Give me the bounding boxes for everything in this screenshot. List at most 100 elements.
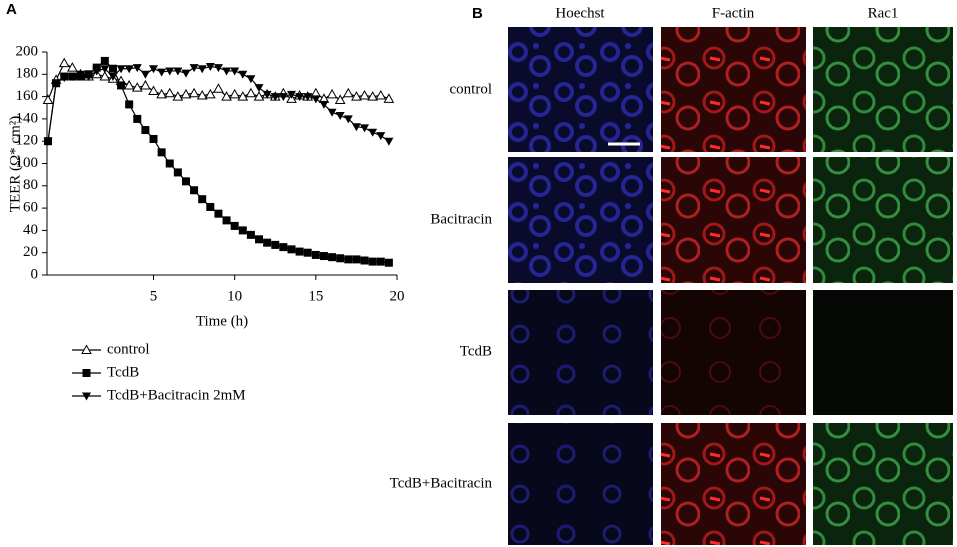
marker [295, 93, 305, 102]
legend-marker [81, 344, 92, 354]
legend-marker [82, 392, 91, 401]
marker [92, 67, 102, 76]
marker [303, 93, 313, 102]
marker [221, 91, 232, 101]
marker [141, 126, 150, 135]
marker [328, 253, 337, 262]
marker [108, 64, 117, 73]
row-label: TcdB [460, 343, 492, 359]
marker [99, 71, 111, 81]
marker [75, 70, 85, 79]
marker [245, 87, 257, 98]
y-axis-title: TEER (Ω* cm²) [7, 116, 23, 212]
marker [344, 255, 353, 264]
marker [197, 65, 207, 74]
image [661, 27, 806, 152]
marker [188, 87, 200, 98]
marker [165, 159, 174, 168]
image [813, 423, 953, 545]
marker [303, 248, 312, 257]
marker [238, 226, 247, 235]
x-tick-label: 15 [308, 288, 323, 304]
column-header: F-actin [712, 5, 755, 21]
marker [148, 85, 159, 96]
marker [254, 84, 264, 93]
marker [84, 73, 94, 82]
marker [181, 69, 191, 78]
marker [108, 73, 118, 82]
marker [190, 186, 199, 195]
image [813, 157, 953, 283]
legend-label: control [107, 341, 150, 357]
marker [140, 79, 151, 90]
y-tick-label: 80 [23, 177, 38, 193]
marker [375, 89, 387, 100]
marker [271, 240, 280, 249]
image [508, 423, 653, 545]
marker [367, 91, 379, 101]
marker [116, 65, 126, 74]
marker [189, 64, 199, 73]
y-tick-label: 140 [16, 110, 39, 126]
marker [311, 95, 321, 104]
legend-label: TcdB+Bacitracin 2mM [107, 387, 246, 403]
marker [132, 64, 142, 73]
marker [279, 243, 288, 252]
image [813, 27, 953, 152]
marker [335, 112, 345, 121]
marker [238, 70, 248, 79]
row-label: control [450, 81, 493, 97]
panel-label: A [6, 1, 17, 18]
marker [198, 195, 207, 204]
marker [383, 93, 395, 103]
marker [295, 247, 304, 256]
marker [352, 255, 361, 264]
marker [246, 230, 255, 239]
marker [204, 88, 216, 99]
marker [100, 56, 109, 65]
row-label: Bacitracin [430, 211, 492, 227]
marker [376, 257, 385, 266]
image [661, 290, 806, 415]
image [813, 290, 953, 415]
marker [51, 79, 61, 88]
y-tick-label: 60 [23, 200, 38, 216]
y-tick-label: 180 [16, 66, 39, 82]
marker [100, 65, 110, 74]
marker [311, 250, 320, 259]
marker [319, 100, 329, 109]
marker [164, 87, 176, 98]
image [661, 423, 806, 545]
marker [263, 238, 272, 247]
marker [342, 87, 354, 98]
marker [336, 254, 345, 263]
marker [58, 57, 70, 68]
marker [196, 89, 208, 100]
column-header: Hoechst [555, 5, 605, 21]
marker [140, 70, 150, 79]
marker [165, 67, 175, 76]
marker [149, 65, 159, 74]
x-tick-label: 5 [150, 288, 158, 304]
x-axis-title: Time (h) [196, 313, 248, 329]
marker [359, 89, 370, 100]
marker [326, 88, 338, 99]
marker [237, 91, 249, 101]
legend-label: TcdB [107, 364, 139, 380]
marker [222, 216, 231, 225]
panel-label: B [472, 5, 483, 22]
marker [213, 83, 224, 93]
x-tick-label: 10 [227, 288, 242, 304]
marker [376, 132, 386, 141]
marker [172, 91, 184, 101]
marker [368, 128, 378, 137]
image [661, 157, 806, 283]
marker [131, 82, 143, 92]
marker [229, 88, 241, 99]
marker [262, 90, 272, 99]
marker [286, 90, 296, 99]
x-tick-label: 20 [390, 288, 405, 304]
micrographs [508, 27, 953, 545]
marker [173, 168, 182, 177]
